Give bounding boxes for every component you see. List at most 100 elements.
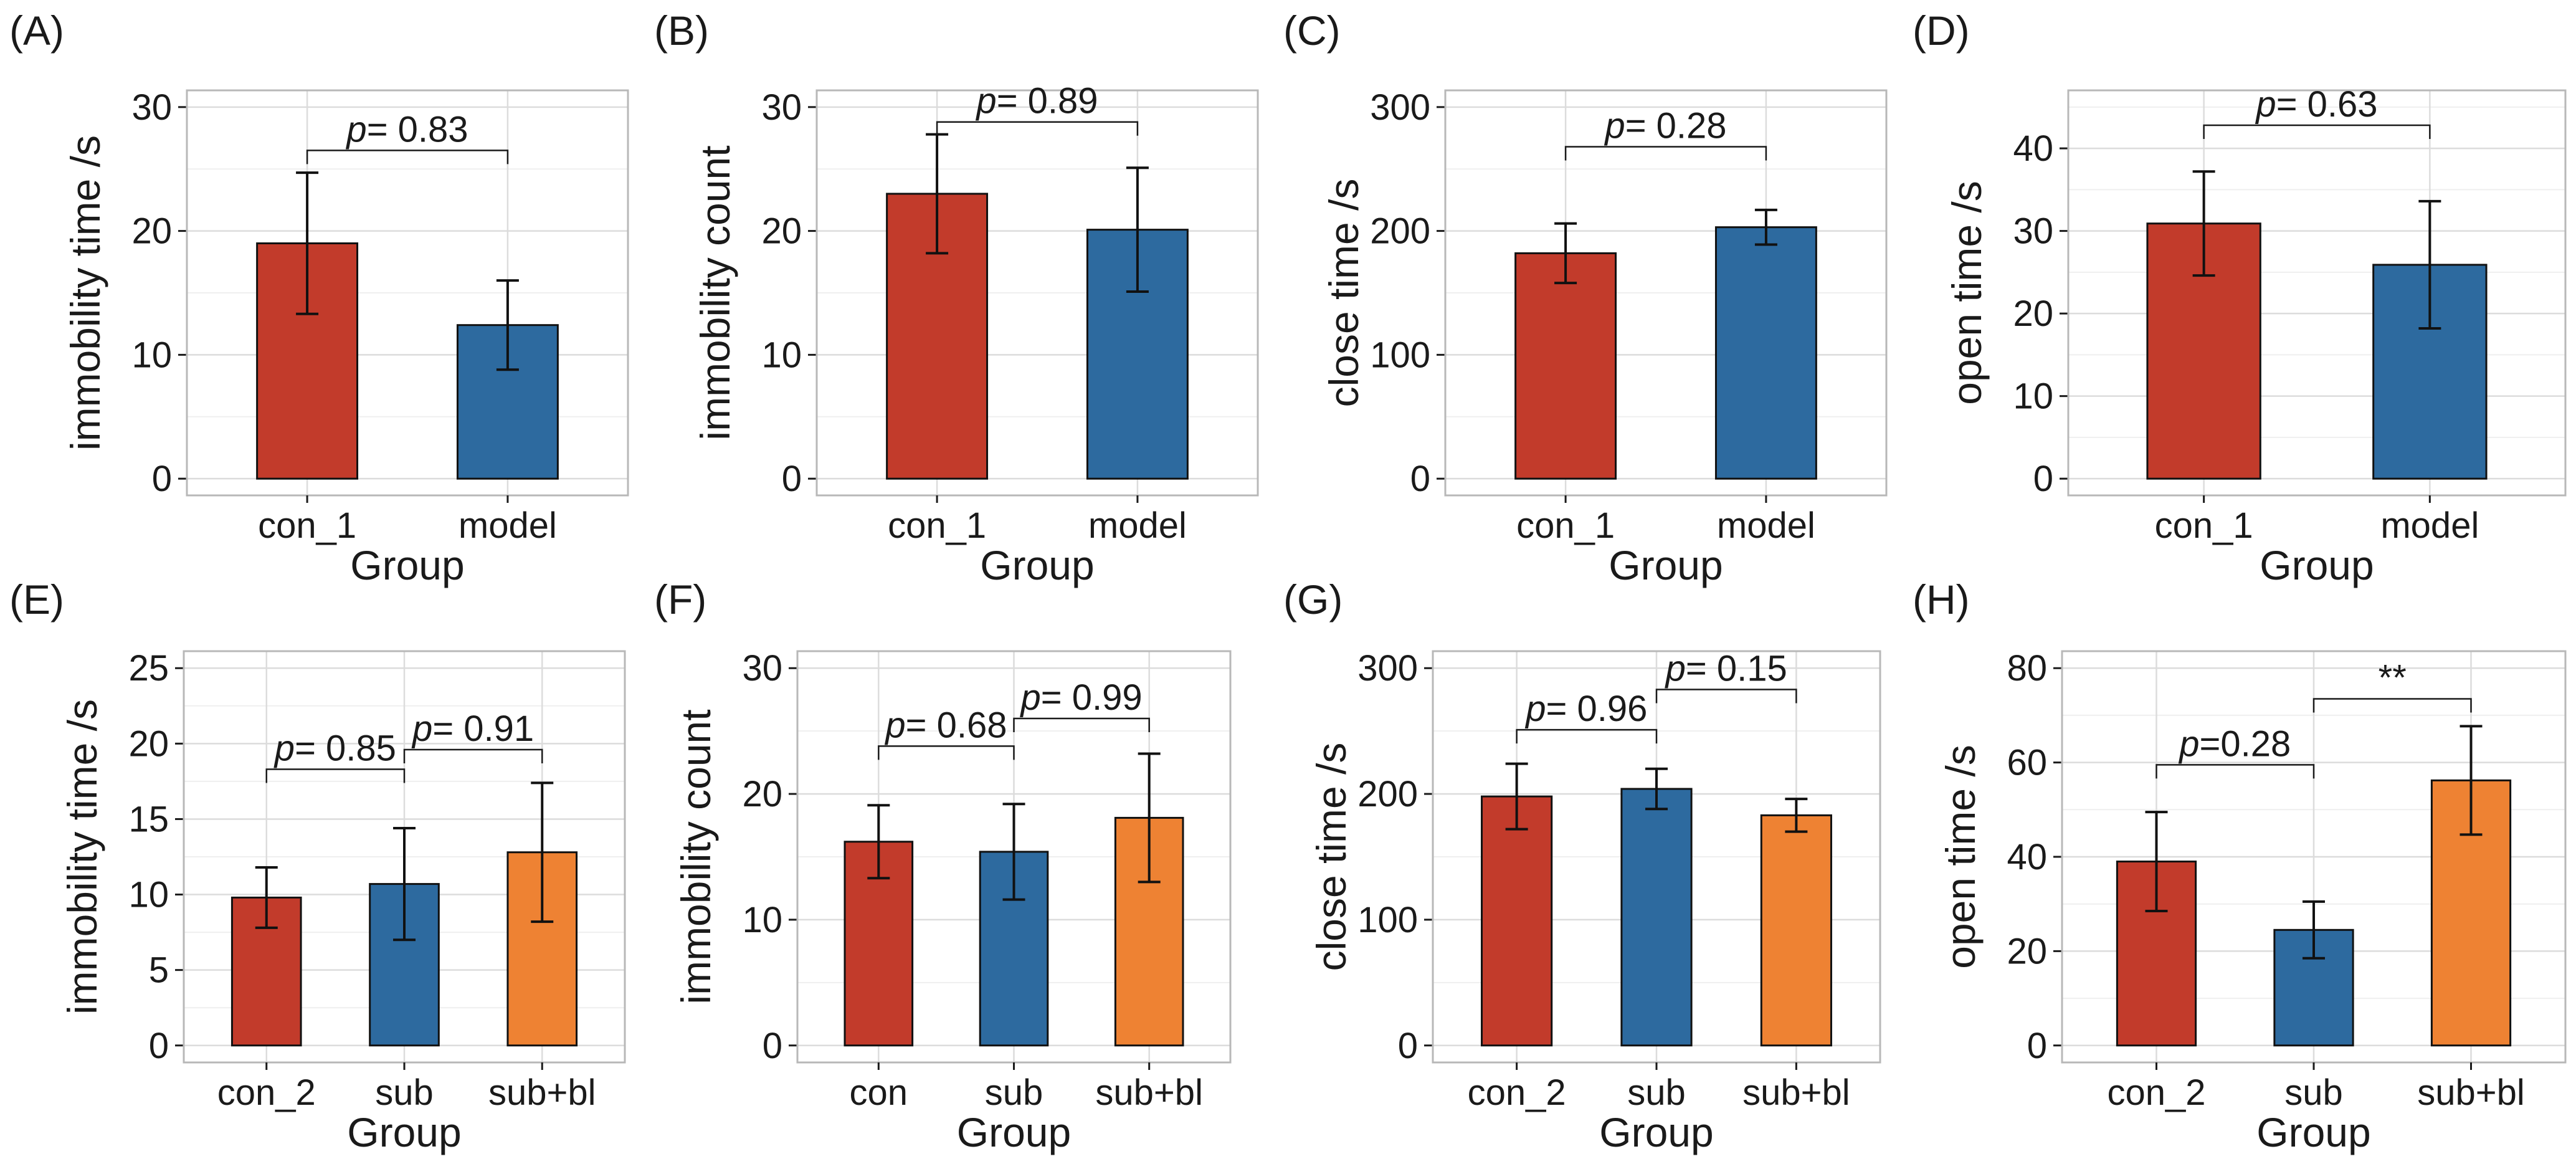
y-tick-label: 20 [2007, 931, 2047, 971]
plot-frame [186, 89, 629, 497]
chart-panel-4: 0 10 20 30 40 con_1 model p= 0.63 Group open time… [1913, 7, 2567, 588]
p-value-label: p= 0.85 [273, 728, 396, 769]
x-tick-label: model [2380, 505, 2479, 546]
chart-panel-7: 0 100 200 300 con_2 sub sub+bl p= 0.96 p= 0.15 Gr… [1283, 576, 1881, 1155]
y-tick-label: 40 [2007, 837, 2047, 877]
significance-bracket [2155, 764, 2315, 779]
x-tick-label: sub [1627, 1072, 1686, 1113]
significance-bracket [1564, 146, 1767, 161]
y-tick-label: 5 [149, 950, 169, 991]
chart-panel-2: 0 10 20 30 con_1 model p= 0.89 Group immobility … [654, 7, 1259, 588]
y-tick-label: 0 [1398, 1026, 1418, 1066]
y-tick-label: 25 [128, 648, 169, 689]
y-tick-label: 30 [761, 87, 802, 128]
p-value-label: p= 0.28 [1604, 105, 1726, 146]
y-tick-label: 60 [2007, 743, 2047, 783]
significance-bracket [265, 768, 406, 783]
y-tick-label: 10 [2013, 376, 2053, 417]
y-tick-label: 15 [128, 799, 169, 839]
chart-panel-8: 0 20 40 60 80 con_2 sub sub+bl p=0.28 ** Group open… [1913, 576, 2567, 1155]
y-tick-label: 30 [2013, 211, 2053, 252]
y-tick-label: 0 [2033, 459, 2053, 499]
significance-bracket [1655, 689, 1797, 704]
x-tick-label: con_2 [217, 1072, 316, 1113]
x-tick-label: sub+bl [1742, 1072, 1850, 1113]
x-axis-title: Group [347, 1109, 461, 1155]
y-tick-label: 40 [2013, 128, 2053, 169]
panel-label: (B) [654, 7, 709, 54]
significance-bracket [403, 748, 543, 764]
panel-label: (E) [9, 576, 64, 623]
y-tick-label: 10 [128, 875, 169, 915]
y-tick-label: 30 [742, 648, 782, 689]
x-tick-label: model [1717, 505, 1815, 546]
panel-label: (G) [1283, 576, 1343, 623]
y-tick-label: 100 [1370, 335, 1430, 375]
x-axis-title: Group [980, 542, 1094, 588]
x-tick-label: con_1 [258, 505, 356, 546]
y-tick-label: 20 [761, 211, 802, 252]
x-tick-label: con_1 [888, 505, 986, 546]
x-tick-label: sub [985, 1072, 1043, 1113]
y-axis-title: immobility time /s [59, 699, 105, 1014]
significance-bracket [2203, 124, 2431, 139]
x-tick-label: sub+bl [488, 1072, 596, 1113]
p-value-label: p= 0.89 [975, 81, 1098, 122]
x-axis-title: Group [1599, 1109, 1713, 1155]
chart-panel-1: 0 10 20 30 con_1 model p= 0.83 Group immobility … [9, 7, 629, 588]
y-tick-label: 300 [1357, 648, 1418, 689]
significance-bracket [1013, 717, 1150, 732]
y-tick-label: 0 [149, 1026, 169, 1066]
y-axis-title: close time /s [1308, 743, 1354, 971]
x-axis-title: Group [350, 542, 464, 588]
p-value-label: p= 0.15 [1665, 649, 1787, 689]
bar-con-1 [1514, 252, 1617, 480]
y-tick-label: 100 [1357, 900, 1418, 940]
y-tick-label: 80 [2007, 648, 2047, 689]
y-axis-title: immobility time /s [62, 135, 108, 451]
y-tick-label: 0 [152, 459, 172, 499]
y-tick-label: 200 [1357, 774, 1418, 814]
panel-label: (A) [9, 7, 64, 54]
x-tick-label: sub [375, 1072, 434, 1113]
panel-label: (H) [1913, 576, 1970, 623]
y-tick-label: 300 [1370, 87, 1430, 128]
chart-panel-6: 0 10 20 30 con sub sub+bl p= 0.68 p= 0.99 Group im… [654, 576, 1232, 1155]
p-value-label: p= 0.63 [2255, 84, 2377, 125]
y-axis-title: immobility count [692, 145, 738, 440]
y-tick-label: 10 [131, 335, 172, 375]
bar-sub-bl [1760, 814, 1832, 1047]
significance-bracket [878, 745, 1015, 760]
x-tick-label: con_1 [2155, 505, 2253, 546]
bar-sub [1620, 788, 1693, 1047]
y-tick-label: 0 [2027, 1026, 2047, 1066]
y-tick-label: 0 [782, 459, 802, 499]
x-tick-label: con [850, 1072, 908, 1113]
y-axis-title: open time /s [1944, 181, 1990, 405]
x-tick-label: sub+bl [2417, 1072, 2525, 1113]
x-tick-label: con_2 [1468, 1072, 1566, 1113]
x-tick-label: model [459, 505, 557, 546]
x-axis-title: Group [957, 1109, 1071, 1155]
y-axis-title: close time /s [1321, 179, 1367, 408]
panel-label: (C) [1283, 7, 1341, 54]
p-value-label: p= 0.68 [884, 705, 1007, 745]
chart-panel-5: 0 5 10 15 20 25 con_2 sub sub+bl p= 0.85 p= 0.91 Gr… [9, 576, 626, 1155]
p-value-label: ** [2379, 657, 2407, 698]
p-value-label: p= 0.96 [1524, 689, 1647, 729]
p-value-label: p=0.28 [2178, 723, 2291, 764]
x-axis-title: Group [1609, 542, 1723, 588]
panel-label: (D) [1913, 7, 1970, 54]
y-tick-label: 30 [131, 87, 172, 128]
x-axis-title: Group [2260, 542, 2374, 588]
bar-model [1714, 226, 1817, 480]
p-value-label: p= 0.83 [345, 109, 468, 150]
plot-frame [815, 89, 1259, 497]
y-tick-label: 20 [742, 774, 782, 814]
panel-label: (F) [654, 576, 706, 623]
significance-bracket [306, 150, 509, 165]
chart-panel-3: 0 100 200 300 con_1 model p= 0.28 Group close ti… [1283, 7, 1888, 588]
plot-frame [1444, 89, 1888, 497]
bar-con-2 [1481, 795, 1553, 1047]
